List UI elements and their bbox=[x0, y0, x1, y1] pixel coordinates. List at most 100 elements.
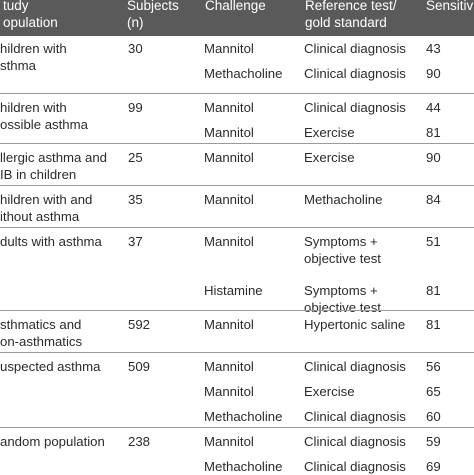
sensitivity-cell: 44 bbox=[426, 100, 441, 115]
population-cell: dults with asthma bbox=[0, 233, 102, 250]
reference-cell-line: Exercise bbox=[304, 125, 355, 140]
sensitivity-cell: 90 bbox=[426, 150, 441, 165]
subjects-cell: 238 bbox=[128, 434, 151, 449]
population-cell: sthmatics and on-asthmatics bbox=[0, 316, 82, 350]
reference-cell: Exercise bbox=[304, 149, 355, 166]
row-divider bbox=[0, 352, 474, 353]
subjects-cell: 30 bbox=[128, 41, 143, 56]
reference-cell: Exercise bbox=[304, 383, 355, 400]
sensitivity-cell: 51 bbox=[426, 234, 441, 249]
sensitivity-cell: 56 bbox=[426, 359, 441, 374]
subjects-cell: 35 bbox=[128, 192, 143, 207]
reference-cell: Exercise bbox=[304, 124, 355, 141]
sensitivity-cell: 60 bbox=[426, 409, 441, 424]
reference-cell: Symptoms + objective test bbox=[304, 233, 381, 267]
reference-cell: Methacholine bbox=[304, 191, 382, 208]
reference-cell-line: Clinical diagnosis bbox=[304, 100, 406, 115]
row-divider bbox=[0, 227, 474, 228]
population-cell: andom population bbox=[0, 433, 105, 450]
reference-cell-line: Clinical diagnosis bbox=[304, 459, 406, 474]
subjects-cell: 37 bbox=[128, 234, 143, 249]
reference-cell-line: Clinical diagnosis bbox=[304, 66, 406, 81]
population-cell: hildren with sthma bbox=[0, 40, 67, 74]
row-divider bbox=[0, 143, 474, 144]
challenge-cell: Mannitol bbox=[204, 317, 254, 332]
population-cell-line: on-asthmatics bbox=[0, 334, 83, 349]
challenge-cell: Mannitol bbox=[204, 234, 254, 249]
challenge-cell: Mannitol bbox=[204, 434, 254, 449]
header-subjects: Subjects (n) bbox=[127, 0, 179, 31]
sensitivity-cell: 84 bbox=[426, 192, 441, 207]
table-header: tudy opulation Subjects (n) Challenge Re… bbox=[0, 0, 474, 36]
reference-cell-line: Exercise bbox=[304, 150, 355, 165]
row-divider bbox=[0, 185, 474, 186]
challenge-cell: Mannitol bbox=[204, 150, 254, 165]
population-cell-line: IB in children bbox=[0, 167, 77, 182]
challenge-cell: Mannitol bbox=[204, 100, 254, 115]
population-cell: uspected asthma bbox=[0, 358, 100, 375]
challenge-cell: Methacholine bbox=[204, 459, 283, 474]
sensitivity-cell: 81 bbox=[426, 125, 441, 140]
reference-cell-line: Clinical diagnosis bbox=[304, 409, 406, 424]
population-cell: hildren with and ithout asthma bbox=[0, 191, 92, 225]
header-challenge-line: Challenge bbox=[205, 0, 266, 13]
sensitivity-cell: 81 bbox=[426, 283, 441, 298]
header-study-population: tudy opulation bbox=[3, 0, 58, 31]
reference-cell: Clinical diagnosis bbox=[304, 65, 406, 82]
reference-cell-line: Symptoms + bbox=[304, 234, 378, 249]
row-divider bbox=[0, 310, 474, 311]
population-cell-line: andom population bbox=[0, 434, 105, 449]
reference-cell-line: objective test bbox=[304, 300, 381, 315]
population-cell-line: ossible asthma bbox=[0, 117, 88, 132]
challenge-cell: Mannitol bbox=[204, 384, 254, 399]
reference-cell-line: Symptoms + bbox=[304, 283, 378, 298]
header-study-population-line: tudy bbox=[3, 0, 29, 13]
reference-cell: Hypertonic saline bbox=[304, 316, 405, 333]
population-cell: llergic asthma and IB in children bbox=[0, 149, 107, 183]
sensitivity-cell: 43 bbox=[426, 41, 441, 56]
sensitivity-cell: 90 bbox=[426, 66, 441, 81]
reference-cell: Clinical diagnosis bbox=[304, 40, 406, 57]
reference-cell: Clinical diagnosis bbox=[304, 433, 406, 450]
challenge-cell: Mannitol bbox=[204, 41, 254, 56]
subjects-cell: 509 bbox=[128, 359, 151, 374]
header-sensitivity: Sensitiv bbox=[426, 0, 473, 14]
population-cell-line: uspected asthma bbox=[0, 359, 101, 374]
population-cell-line: ithout asthma bbox=[0, 209, 80, 224]
header-reference-line: gold standard bbox=[305, 15, 387, 30]
reference-cell: Clinical diagnosis bbox=[304, 408, 406, 425]
reference-cell-line: Clinical diagnosis bbox=[304, 359, 406, 374]
challenge-cell: Methacholine bbox=[204, 66, 283, 81]
header-sensitivity-line: Sensitiv bbox=[426, 0, 474, 13]
reference-cell: Clinical diagnosis bbox=[304, 358, 406, 375]
population-cell: hildren with ossible asthma bbox=[0, 99, 88, 133]
sensitivity-cell: 59 bbox=[426, 434, 441, 449]
header-reference-test: Reference test/ gold standard bbox=[305, 0, 397, 31]
reference-cell-line: Hypertonic saline bbox=[304, 317, 406, 332]
subjects-cell: 25 bbox=[128, 150, 143, 165]
reference-cell: Symptoms + objective test bbox=[304, 282, 381, 316]
population-cell-line: llergic asthma and bbox=[0, 150, 108, 165]
reference-cell-line: Clinical diagnosis bbox=[304, 434, 406, 449]
population-cell-line: hildren with and bbox=[0, 192, 93, 207]
row-divider bbox=[0, 427, 474, 428]
population-cell-line: hildren with bbox=[0, 100, 67, 115]
challenge-cell: Mannitol bbox=[204, 192, 254, 207]
header-study-population-line: opulation bbox=[3, 15, 58, 30]
reference-cell-line: Methacholine bbox=[304, 192, 383, 207]
challenge-cell: Mannitol bbox=[204, 125, 254, 140]
subjects-cell: 592 bbox=[128, 317, 151, 332]
reference-cell: Clinical diagnosis bbox=[304, 458, 406, 475]
population-cell-line: sthmatics and bbox=[0, 317, 82, 332]
population-cell-line: sthma bbox=[0, 58, 36, 73]
sensitivity-cell: 69 bbox=[426, 459, 441, 474]
challenge-cell: Methacholine bbox=[204, 409, 283, 424]
row-divider bbox=[0, 93, 474, 94]
header-subjects-line: (n) bbox=[127, 15, 144, 30]
population-cell-line: dults with asthma bbox=[0, 234, 102, 249]
challenge-cell: Mannitol bbox=[204, 359, 254, 374]
header-challenge: Challenge bbox=[205, 0, 266, 14]
reference-cell-line: objective test bbox=[304, 251, 381, 266]
header-subjects-line: Subjects bbox=[127, 0, 179, 13]
population-cell-line: hildren with bbox=[0, 41, 67, 56]
